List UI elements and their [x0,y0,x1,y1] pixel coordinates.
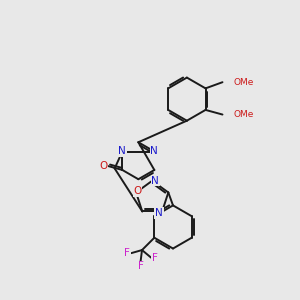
Text: F: F [137,261,143,271]
Text: OMe: OMe [233,110,254,119]
Text: N: N [118,146,126,157]
Text: O: O [99,161,107,171]
Text: N: N [151,146,158,157]
Text: N: N [155,208,163,218]
Text: N: N [152,176,159,186]
Text: O: O [134,186,142,196]
Text: F: F [152,253,158,263]
Text: F: F [124,248,130,258]
Text: OMe: OMe [233,78,254,87]
